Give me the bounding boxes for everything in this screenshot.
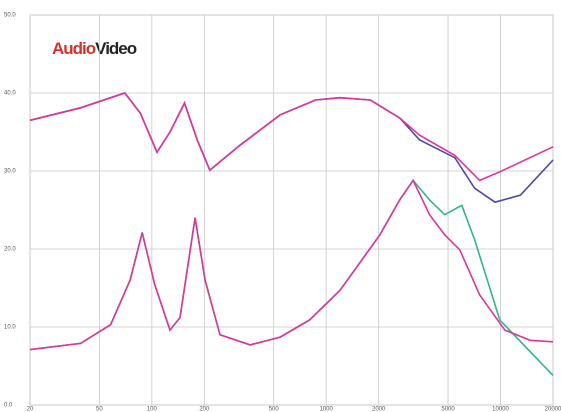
x-tick-label: 20 [27, 407, 34, 412]
series-line [29, 178, 554, 351]
x-tick-label: 1000 [320, 407, 334, 412]
y-tick-label: 50.0 [4, 13, 16, 19]
x-tick-label: 10000 [492, 407, 509, 412]
plot-area [29, 14, 554, 406]
x-tick-label: 2000 [372, 407, 386, 412]
logo-audio: Audio [52, 39, 96, 58]
x-tick-label: 100 [147, 407, 158, 412]
y-tick-label: 10.0 [4, 325, 16, 331]
logo-video: Video [95, 39, 137, 58]
x-tick-label: 20000 [545, 407, 561, 412]
series-line [29, 92, 554, 182]
y-tick-label: 20.0 [4, 247, 16, 253]
x-tick-label: 50 [96, 407, 103, 412]
x-tick-label: 5000 [441, 407, 455, 412]
y-tick-label: 0.0 [4, 403, 13, 409]
x-tick-label: 200 [199, 407, 210, 412]
y-tick-label: 30.0 [4, 169, 16, 175]
logo: AudioVideo [52, 39, 137, 58]
x-tick-label: 500 [269, 407, 280, 412]
y-tick-label: 40.0 [4, 91, 16, 97]
